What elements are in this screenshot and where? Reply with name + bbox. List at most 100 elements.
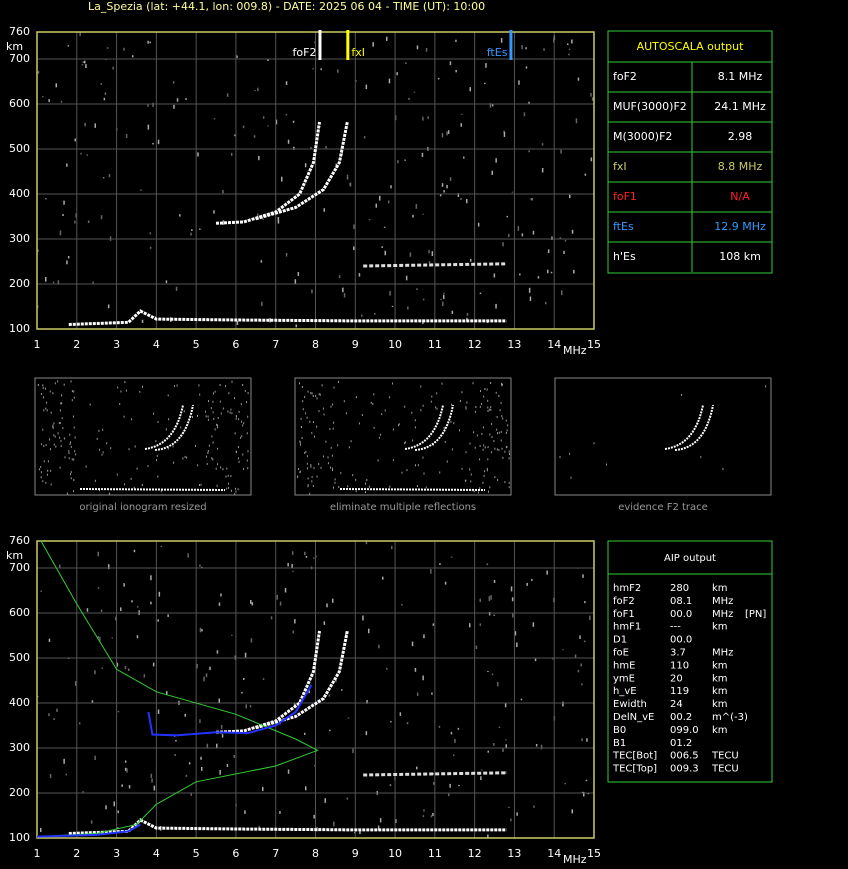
noise — [150, 773, 153, 779]
noise — [84, 60, 86, 64]
noise — [262, 218, 264, 220]
e-trace — [68, 818, 507, 835]
noise — [304, 395, 306, 398]
aip-cell: MHz — [712, 648, 733, 659]
noise — [450, 420, 452, 423]
noise — [235, 487, 236, 490]
noise — [214, 390, 216, 393]
noise — [389, 485, 391, 488]
noise — [306, 416, 308, 419]
y-tick-label: 700 — [9, 52, 30, 65]
noise — [242, 453, 244, 456]
x-tick-label: 14 — [547, 847, 561, 860]
noise — [523, 112, 526, 117]
noise — [455, 70, 457, 73]
noise — [37, 71, 40, 74]
noise — [481, 432, 483, 435]
noise — [347, 485, 349, 488]
noise — [199, 564, 201, 567]
noise — [318, 393, 320, 396]
noise — [71, 458, 73, 461]
noise — [102, 428, 104, 431]
noise — [502, 383, 503, 386]
noise — [291, 551, 294, 555]
noise — [226, 93, 229, 97]
x-tick-label: 11 — [428, 847, 442, 860]
noise — [75, 213, 77, 218]
noise — [94, 123, 96, 128]
x-axis-label: MHz — [563, 853, 587, 866]
noise — [231, 489, 232, 492]
noise — [496, 428, 498, 431]
noise — [74, 138, 76, 142]
x-tick-label: 15 — [587, 338, 601, 351]
aip-cell: B0 — [613, 725, 626, 736]
noise — [508, 486, 510, 489]
noise — [404, 159, 406, 161]
noise — [493, 580, 496, 583]
f2-o-trace — [215, 630, 321, 734]
row-label: fxI — [613, 160, 627, 173]
noise — [96, 437, 98, 440]
noise — [245, 704, 247, 709]
noise — [256, 213, 259, 218]
noise — [323, 413, 325, 416]
x-tick-label: 13 — [507, 847, 521, 860]
noise — [42, 428, 44, 431]
noise — [488, 596, 491, 602]
noise — [441, 183, 444, 187]
noise — [352, 474, 354, 477]
noise — [537, 276, 540, 279]
thumbnail — [554, 377, 772, 496]
noise — [276, 594, 278, 600]
noise — [486, 467, 488, 470]
noise — [347, 717, 350, 719]
noise — [446, 184, 448, 189]
noise — [173, 104, 175, 109]
noise — [350, 440, 352, 443]
noise — [494, 447, 496, 450]
noise — [330, 446, 332, 449]
noise — [487, 458, 489, 461]
noise — [42, 386, 44, 389]
noise — [365, 491, 366, 494]
x-tick-label: 9 — [352, 338, 359, 351]
noise — [299, 440, 301, 443]
noise — [279, 601, 282, 606]
aip-cell: 08.1 — [670, 596, 692, 607]
noise — [474, 410, 476, 413]
noise — [508, 453, 510, 455]
noise — [765, 385, 767, 388]
noise — [315, 395, 317, 397]
noise — [292, 630, 295, 634]
noise — [59, 436, 61, 439]
noise — [73, 426, 75, 429]
noise — [366, 700, 368, 704]
noise — [487, 406, 489, 409]
noise — [310, 147, 312, 149]
x-tick-label: 12 — [468, 338, 482, 351]
noise — [432, 813, 434, 816]
noise — [150, 575, 152, 581]
noise — [236, 451, 237, 453]
noise — [247, 392, 249, 395]
noise — [491, 673, 494, 676]
noise — [211, 435, 213, 438]
noise — [172, 81, 175, 84]
noise — [500, 402, 502, 405]
noise — [235, 415, 237, 418]
y-tick-label: 100 — [9, 322, 30, 335]
noise — [481, 403, 483, 405]
noise — [552, 657, 554, 660]
noise — [436, 407, 438, 410]
noise — [562, 701, 564, 707]
noise — [99, 448, 101, 451]
noise — [482, 448, 484, 451]
noise — [332, 403, 334, 406]
noise — [250, 600, 252, 604]
noise — [47, 460, 49, 463]
noise — [348, 446, 350, 449]
noise — [57, 380, 59, 383]
noise — [307, 485, 309, 488]
noise — [219, 384, 221, 386]
